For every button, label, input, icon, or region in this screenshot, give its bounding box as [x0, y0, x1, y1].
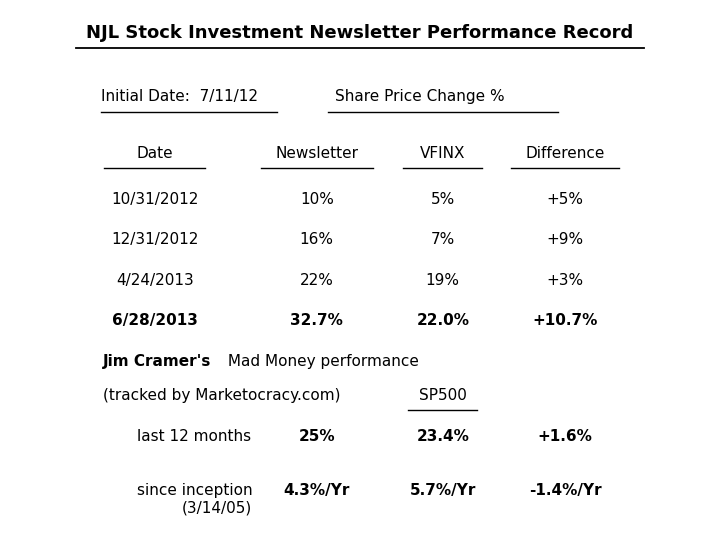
Text: Jim Cramer's: Jim Cramer's [103, 354, 212, 369]
Text: Mad Money performance: Mad Money performance [223, 354, 419, 369]
Text: NJL Stock Investment Newsletter Performance Record: NJL Stock Investment Newsletter Performa… [86, 24, 634, 42]
Text: +5%: +5% [546, 192, 584, 207]
Text: +3%: +3% [546, 273, 584, 288]
Text: 5.7%/Yr: 5.7%/Yr [410, 483, 476, 498]
Text: +10.7%: +10.7% [533, 313, 598, 328]
Text: 23.4%: 23.4% [416, 429, 469, 444]
Text: 22%: 22% [300, 273, 334, 288]
Text: SP500: SP500 [419, 388, 467, 403]
Text: 4.3%/Yr: 4.3%/Yr [284, 483, 350, 498]
Text: -1.4%/Yr: -1.4%/Yr [529, 483, 601, 498]
Text: 32.7%: 32.7% [290, 313, 343, 328]
Text: Date: Date [137, 146, 173, 161]
Text: +9%: +9% [546, 232, 584, 247]
Text: 19%: 19% [426, 273, 460, 288]
Text: 6/28/2013: 6/28/2013 [112, 313, 198, 328]
Text: since inception
(3/14/05): since inception (3/14/05) [137, 483, 252, 516]
Text: Share Price Change %: Share Price Change % [335, 89, 505, 104]
Text: Newsletter: Newsletter [275, 146, 359, 161]
Text: VFINX: VFINX [420, 146, 466, 161]
Text: 12/31/2012: 12/31/2012 [111, 232, 199, 247]
Text: 10%: 10% [300, 192, 334, 207]
Text: 5%: 5% [431, 192, 455, 207]
Text: (tracked by Marketocracy.com): (tracked by Marketocracy.com) [103, 388, 341, 403]
Text: 4/24/2013: 4/24/2013 [116, 273, 194, 288]
Text: last 12 months: last 12 months [138, 429, 251, 444]
Text: 10/31/2012: 10/31/2012 [111, 192, 199, 207]
Text: Difference: Difference [526, 146, 605, 161]
Text: 16%: 16% [300, 232, 334, 247]
Text: Initial Date:  7/11/12: Initial Date: 7/11/12 [101, 89, 258, 104]
Text: 25%: 25% [299, 429, 335, 444]
Text: 22.0%: 22.0% [416, 313, 469, 328]
Text: 7%: 7% [431, 232, 455, 247]
Text: +1.6%: +1.6% [538, 429, 593, 444]
